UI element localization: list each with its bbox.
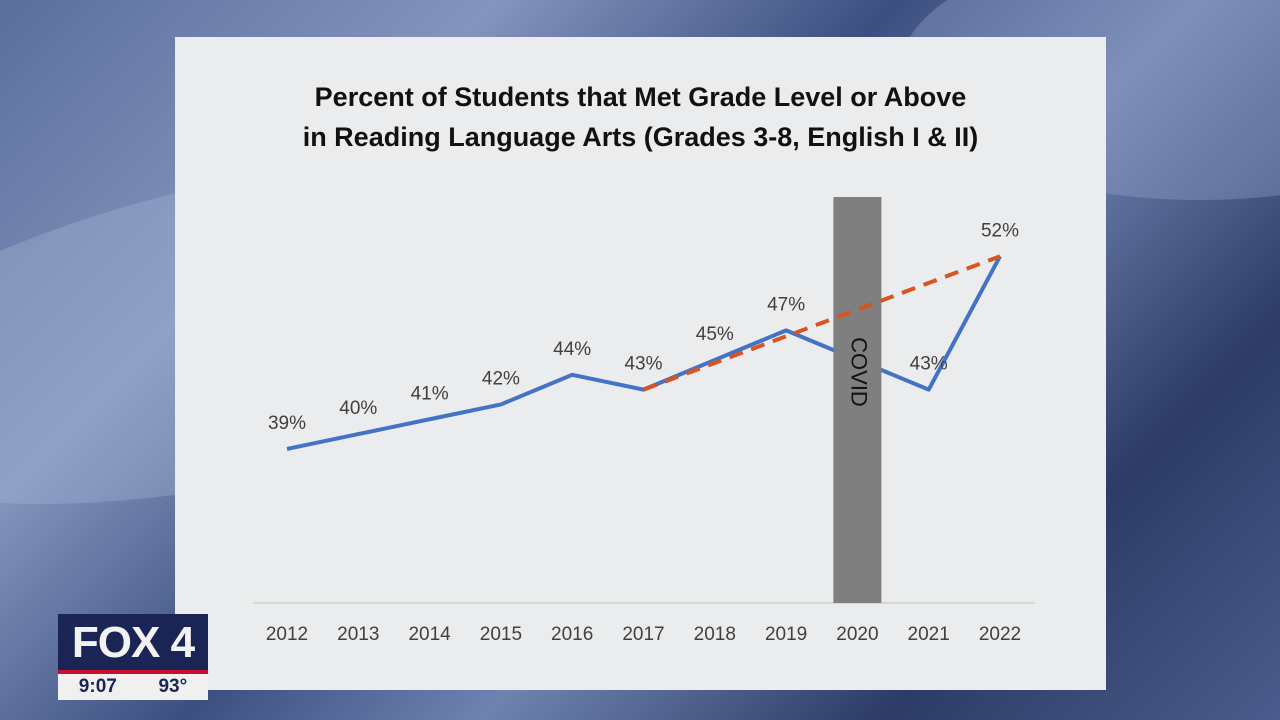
fox4-logo: FOX 4 9:07 93° (58, 614, 208, 700)
x-tick-label: 2017 (622, 624, 664, 645)
x-tick-label: 2016 (551, 624, 593, 645)
x-tick-label: 2018 (694, 624, 736, 645)
x-tick-label: 2022 (979, 624, 1021, 645)
x-tick-label: 2020 (836, 624, 878, 645)
station-logo-text: FOX 4 (58, 614, 208, 674)
data-label: 43% (624, 354, 662, 375)
chart-title: Percent of Students that Met Grade Level… (175, 77, 1106, 157)
x-tick-label: 2012 (266, 624, 308, 645)
x-tick-label: 2015 (480, 624, 522, 645)
chart-card: Percent of Students that Met Grade Level… (175, 37, 1106, 690)
data-label: 39% (268, 413, 306, 434)
chart-title-line-2: in Reading Language Arts (Grades 3-8, En… (302, 122, 979, 152)
data-label: 41% (411, 383, 449, 404)
temperature-display: 93° (158, 676, 188, 697)
x-tick-label: 2013 (337, 624, 379, 645)
data-label: 45% (696, 324, 734, 345)
covid-bar (833, 197, 882, 603)
x-tick-label: 2019 (765, 624, 807, 645)
data-label: 52% (981, 220, 1019, 241)
data-label: 40% (339, 398, 377, 419)
data-label: 47% (767, 294, 805, 315)
data-label: 42% (482, 368, 520, 389)
series-line (286, 255, 1002, 451)
chart-title-line-1: Percent of Students that Met Grade Level… (314, 82, 967, 112)
data-label: 43% (910, 354, 948, 375)
x-tick-label: 2014 (408, 624, 451, 645)
covid-label: COVID (847, 337, 872, 407)
data-label: 44% (553, 339, 591, 360)
line-chart: COVID 39% 40% 41% 42% 44% 43% 45% 47% 43% 52% 2012 2… (253, 197, 1035, 645)
time-display: 9:07 (78, 676, 117, 697)
trend-line (642, 254, 1001, 392)
x-tick-label: 2021 (908, 624, 950, 645)
